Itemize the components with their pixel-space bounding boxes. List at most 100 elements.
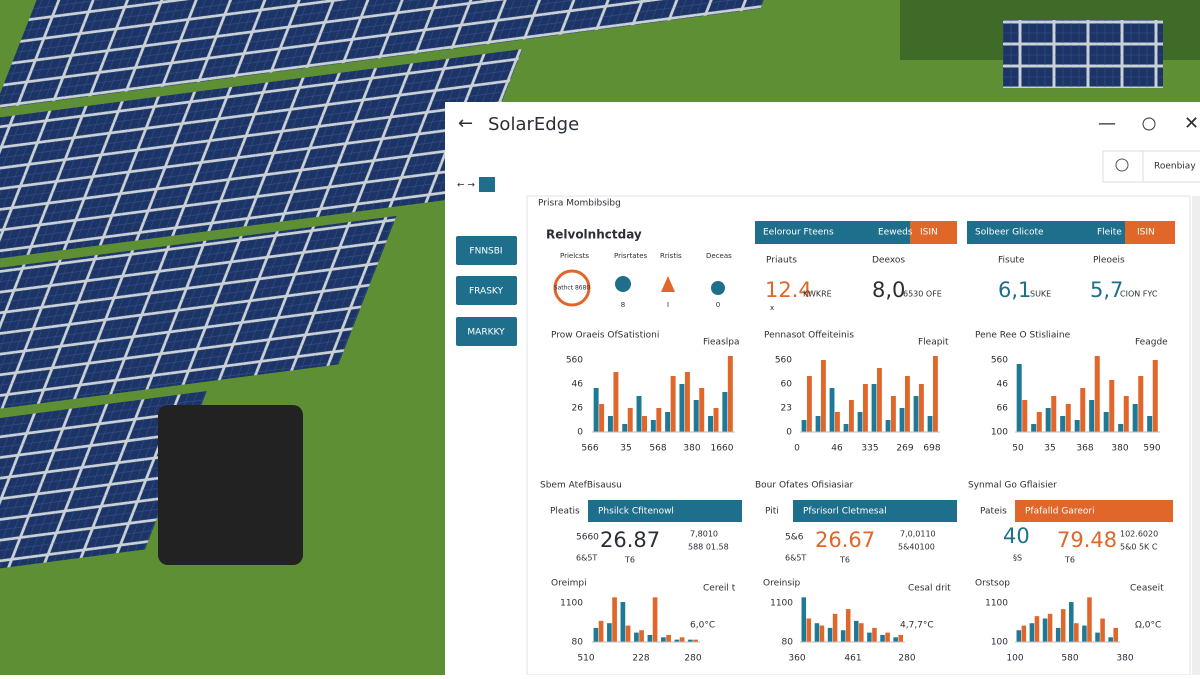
- bar: [885, 420, 891, 432]
- bar: [891, 396, 896, 432]
- action-button[interactable]: [1015, 500, 1173, 522]
- label: 60: [781, 380, 793, 390]
- bar: [661, 637, 666, 642]
- bar: [1074, 623, 1079, 642]
- dropdown[interactable]: [1125, 221, 1175, 244]
- bar: [642, 416, 647, 432]
- bar: [1074, 420, 1080, 432]
- bar: [679, 384, 685, 432]
- label: CION FYC: [1120, 290, 1158, 299]
- label: Pleoeis: [1093, 256, 1125, 266]
- close[interactable]: ✕: [1184, 113, 1199, 134]
- bar: [1016, 364, 1022, 432]
- bar: [693, 400, 699, 432]
- maximize[interactable]: [1142, 117, 1156, 131]
- bar: [1036, 412, 1042, 432]
- bar: [593, 388, 599, 432]
- bar: [898, 634, 903, 642]
- label: Pfafalld Gareori: [1025, 507, 1095, 517]
- bar: [620, 602, 626, 642]
- bar: [806, 618, 812, 642]
- pin-icon: [615, 276, 631, 292]
- bar: [674, 639, 680, 642]
- bar: [722, 392, 728, 432]
- bar: [1034, 616, 1040, 642]
- label: Ω,0°C: [1135, 621, 1161, 631]
- nav-button[interactable]: [456, 276, 517, 305]
- bar: [639, 630, 644, 642]
- back-arrow[interactable]: ←: [458, 113, 473, 134]
- label: 360: [788, 654, 805, 664]
- nav-button[interactable]: [456, 317, 517, 346]
- bar: [607, 623, 612, 642]
- label: 50: [1012, 444, 1024, 454]
- label: Solbeer Glicote: [975, 228, 1044, 238]
- label: 26.67: [815, 528, 875, 552]
- bar: [1022, 400, 1028, 432]
- label: T6: [1064, 556, 1075, 565]
- panel-header[interactable]: [967, 221, 1175, 244]
- label: 1100: [770, 599, 793, 609]
- label: Fleapit: [918, 338, 949, 348]
- bar: [1100, 618, 1105, 642]
- search-icon: [1115, 158, 1129, 172]
- label: T6: [624, 556, 635, 565]
- label: §S: [1013, 554, 1022, 563]
- label: Synmal Go Gflaisier: [968, 481, 1057, 491]
- label: 26: [572, 404, 584, 414]
- bar: [693, 639, 698, 642]
- action-button[interactable]: [588, 500, 742, 522]
- label: 280: [898, 654, 915, 664]
- dot-icon: [711, 281, 725, 295]
- bar: [933, 356, 938, 432]
- label: Priauts: [766, 256, 797, 266]
- bar: [832, 613, 838, 642]
- label: KWKRE: [803, 290, 832, 299]
- label: FNNSBI: [469, 247, 502, 257]
- label: Prielcsts: [560, 252, 589, 260]
- label: 560: [775, 356, 792, 366]
- label: 46: [831, 444, 843, 454]
- label: 698: [923, 444, 940, 454]
- bar: [656, 408, 662, 432]
- label: 80: [572, 638, 584, 648]
- label: 566: [581, 444, 598, 454]
- panel-header[interactable]: [755, 221, 957, 244]
- label: 380: [683, 444, 700, 454]
- label: Pennasot Offeiteinis: [764, 331, 854, 341]
- label: 228: [632, 654, 649, 664]
- search-box[interactable]: [1102, 150, 1200, 183]
- action-button[interactable]: [793, 500, 957, 522]
- nav-button[interactable]: [456, 236, 517, 265]
- label: x: [770, 304, 774, 312]
- bar: [1031, 424, 1037, 432]
- label: 269: [896, 444, 913, 454]
- label: 80: [782, 638, 794, 648]
- label: 5660: [576, 533, 599, 543]
- bar: [593, 627, 599, 642]
- bar: [854, 620, 859, 642]
- label: 380: [1111, 444, 1128, 454]
- bar: [801, 597, 807, 642]
- label: 280: [684, 654, 701, 664]
- gauge: [553, 269, 591, 307]
- nav-icon[interactable]: [479, 177, 495, 192]
- scrollbar[interactable]: [1192, 196, 1200, 675]
- content-panel: [526, 195, 1191, 676]
- label: Pateis: [980, 507, 1007, 517]
- dropdown[interactable]: [910, 221, 957, 244]
- bar: [699, 388, 705, 432]
- bar: [899, 408, 905, 432]
- bar: [625, 625, 631, 642]
- bar: [1103, 412, 1109, 432]
- label: Pfsrisorl Cletmesal: [803, 507, 887, 517]
- bar: [849, 400, 854, 432]
- bar: [1095, 632, 1100, 642]
- bar: [1152, 360, 1158, 432]
- bar: [1021, 625, 1027, 642]
- label: 580: [1061, 654, 1078, 664]
- label: 79.48: [1057, 528, 1117, 552]
- bar: [814, 623, 820, 642]
- bar: [1138, 376, 1144, 432]
- minimize[interactable]: —: [1098, 113, 1116, 134]
